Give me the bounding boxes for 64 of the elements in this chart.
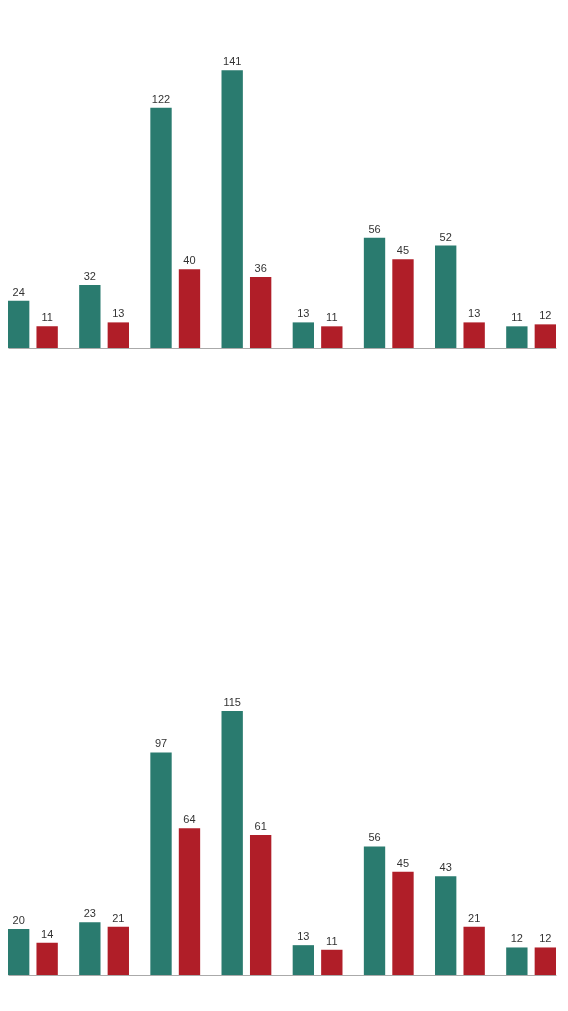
data-label: 61 [254,820,267,833]
data-label: 13 [468,307,481,320]
bar [506,326,528,348]
bar [107,926,129,975]
bar [107,322,129,348]
data-label: 12 [539,932,552,945]
data-label: 32 [83,269,96,282]
bar [363,237,386,348]
bar [249,835,272,975]
data-label: 13 [297,307,310,320]
bar [221,711,243,975]
bar [534,324,556,348]
bar [36,942,58,975]
data-label: 21 [468,911,481,924]
bar [463,322,485,348]
bar [8,929,30,975]
bar [534,947,556,975]
bar [79,284,101,348]
bar [321,949,343,975]
data-label: 122 [151,92,171,105]
data-label: 11 [511,311,523,324]
bar [463,926,485,975]
bar [36,326,58,348]
bar [221,70,243,348]
data-label: 21 [112,911,125,924]
data-label: 14 [41,927,54,940]
data-label: 12 [510,932,523,945]
data-label: 13 [112,307,125,320]
bar [150,107,172,348]
bar [178,828,201,975]
data-label: 97 [154,737,168,750]
bar [292,322,315,348]
data-label: 24 [12,285,25,298]
bar [506,947,528,975]
data-label: 11 [326,311,338,324]
data-label: 64 [183,813,196,826]
bar [435,245,457,348]
data-label: 12 [539,309,552,322]
data-label: 36 [254,262,267,275]
bar [178,269,201,348]
data-label: 56 [368,222,381,235]
bar [392,871,414,975]
bar [79,922,101,975]
bar [363,846,386,975]
data-label: 23 [83,907,96,920]
data-label: 52 [439,230,452,243]
data-label: 13 [297,930,310,943]
data-label: 40 [183,254,196,267]
bar [8,300,30,348]
data-label: 45 [396,244,410,257]
data-label: 141 [223,55,242,68]
data-label: 56 [368,831,381,844]
bar [392,259,414,348]
bar [249,277,272,348]
bar [292,945,315,975]
data-label: 11 [41,311,53,324]
bar [150,752,172,975]
bar [435,876,457,975]
data-label: 43 [439,861,452,874]
data-label: 20 [12,914,25,927]
bar [321,326,343,348]
data-label: 45 [396,856,410,869]
data-label: 115 [223,696,241,709]
data-label: 11 [326,934,338,947]
